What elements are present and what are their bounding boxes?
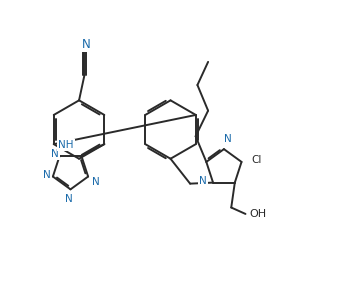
Text: N: N	[92, 177, 100, 187]
Text: N: N	[52, 149, 59, 159]
Text: NH: NH	[58, 140, 74, 150]
Text: N: N	[199, 176, 207, 186]
Text: N: N	[82, 38, 91, 51]
Text: N: N	[43, 170, 51, 180]
Text: Cl: Cl	[251, 155, 262, 165]
Text: N: N	[65, 194, 73, 204]
Text: OH: OH	[249, 209, 266, 219]
Text: N: N	[223, 134, 231, 144]
